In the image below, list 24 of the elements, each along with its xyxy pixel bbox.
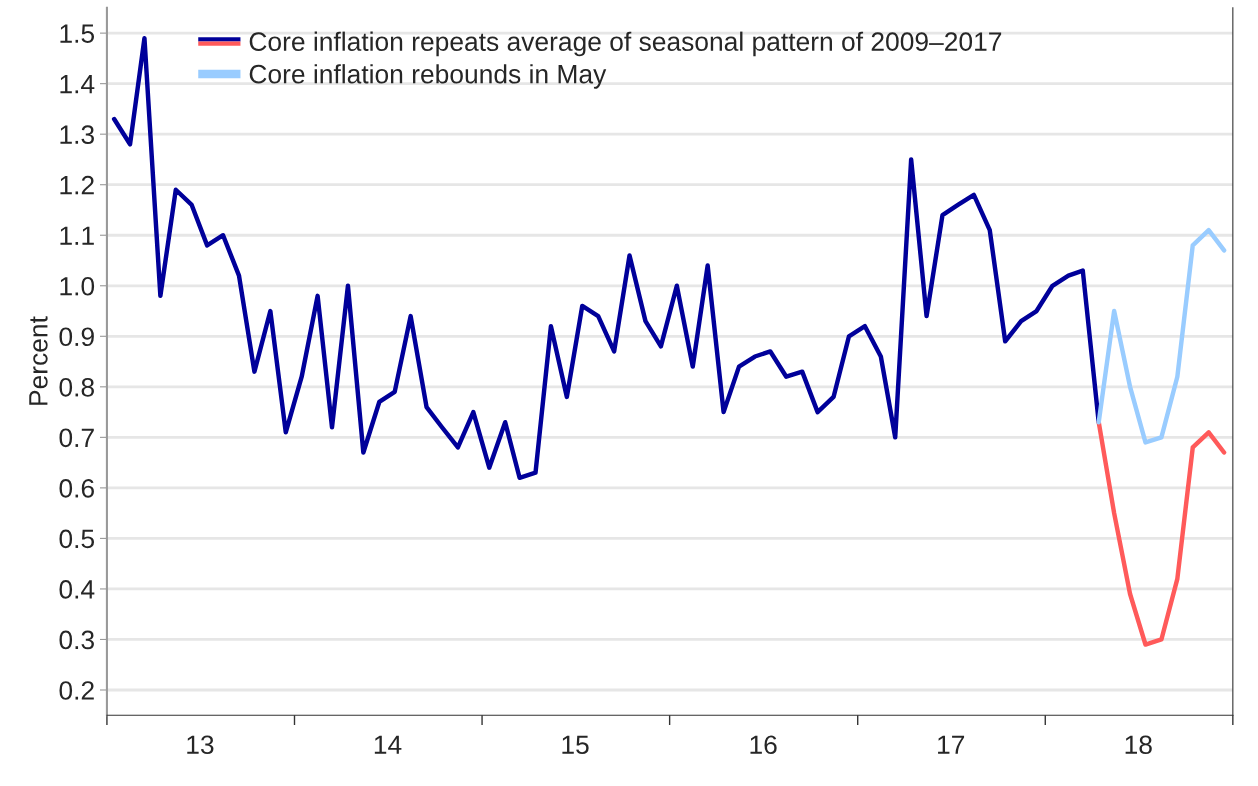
x-tick-label: 18 bbox=[1125, 735, 1152, 755]
legend-label: Core inflation rebounds in May bbox=[249, 64, 607, 89]
legend-label: Core inflation repeats average of seasonal pattern of 2009–2017 bbox=[249, 31, 1002, 57]
y-tick-label: 1.4 bbox=[60, 75, 95, 94]
y-tick-label: 0.2 bbox=[59, 681, 94, 700]
y-tick-label: 0.4 bbox=[59, 580, 95, 599]
y-tick-label: 1.1 bbox=[60, 226, 94, 245]
y-tick-label: 0.7 bbox=[59, 428, 94, 448]
x-tick-label: 17 bbox=[938, 735, 965, 754]
y-tick-label: 0.3 bbox=[59, 630, 94, 650]
x-tick-label: 13 bbox=[187, 735, 214, 755]
y-axis-title: Percent bbox=[29, 316, 48, 405]
y-tick-label: 1.3 bbox=[60, 125, 94, 144]
x-tick-label: 16 bbox=[750, 735, 777, 755]
y-tick-label: 1.5 bbox=[60, 24, 95, 43]
x-tick-label: 14 bbox=[374, 735, 402, 754]
y-tick-label: 0.9 bbox=[59, 327, 94, 347]
y-tick-label: 1.0 bbox=[60, 276, 95, 296]
y-tick-label: 1.2 bbox=[60, 175, 94, 195]
line-series bbox=[1096, 227, 1227, 445]
y-tick-label: 0.6 bbox=[59, 479, 94, 498]
y-tick-label: 0.5 bbox=[59, 529, 95, 549]
x-tick-label: 15 bbox=[562, 735, 589, 755]
y-tick-label: 0.8 bbox=[59, 377, 94, 397]
